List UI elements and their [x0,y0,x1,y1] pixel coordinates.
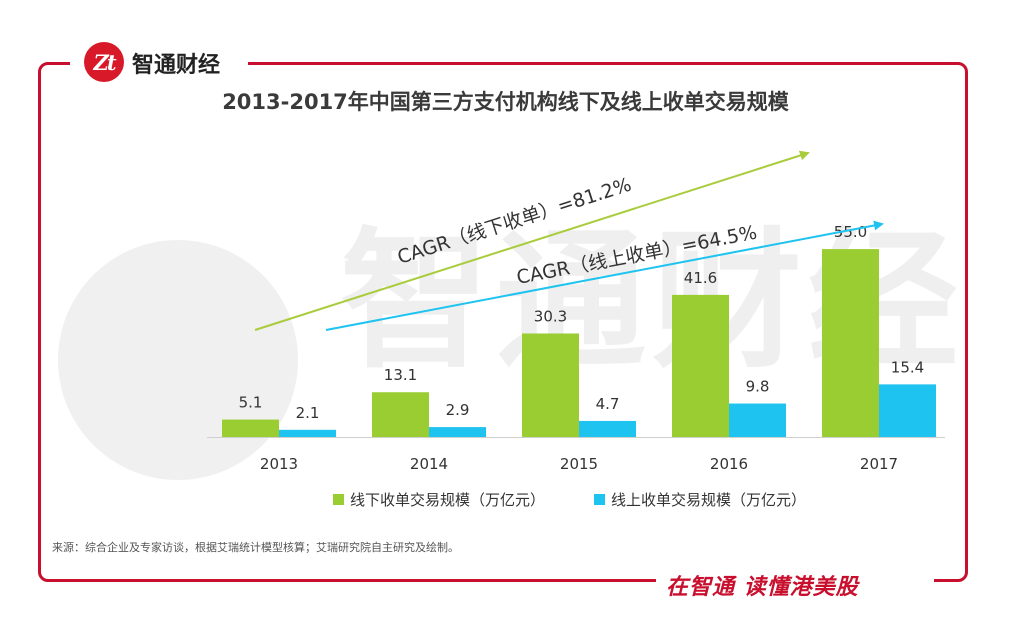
cagr-offline-arrow [254,150,810,331]
legend-offline: 线下收单交易规模（万亿元） [333,489,545,510]
data-label-online-2013: 2.1 [296,404,320,422]
data-label-online-2016: 9.8 [746,378,770,396]
x-tick-label-2015: 2015 [560,455,598,473]
cagr-online-arrow [325,220,884,331]
slogan: 在智通 读懂港美股 [666,575,859,600]
data-label-online-2015: 4.7 [596,395,620,413]
chart-title: 2013-2017年中国第三方支付机构线下及线上收单交易规模 [222,90,789,114]
slogan-area [656,566,934,600]
bar-online-2013 [279,429,336,437]
data-label-online-2017: 15.4 [891,358,924,376]
x-tick-label-2013: 2013 [260,455,298,473]
legend-online: 线上收单交易规模（万亿元） [594,489,806,510]
x-tick-label-2016: 2016 [710,455,748,473]
bar-online-2017 [879,384,936,437]
bar-offline-2017 [822,249,879,437]
data-label-offline-2016: 41.6 [684,269,717,287]
chart-frame [38,62,968,582]
data-label-offline-2013: 5.1 [239,394,263,412]
legend-offline-label: 线下收单交易规模（万亿元） [350,491,546,509]
data-label-online-2014: 2.9 [446,401,470,419]
bar-offline-2015 [522,333,579,437]
brand-name: 智通财经 [132,53,221,78]
source-note: 来源：综合企业及专家访谈，根据艾瑞统计模型核算；艾瑞研究院自主研究及绘制。 [52,541,459,554]
bar-online-2015 [579,420,636,437]
data-label-offline-2015: 30.3 [534,307,567,325]
bar-offline-2016 [672,294,729,437]
bar-online-2014 [429,427,486,437]
bar-online-2016 [729,403,786,437]
watermark-logo [58,240,298,480]
x-tick-label-2014: 2014 [410,455,448,473]
legend-offline-swatch [333,494,344,505]
bar-offline-2014 [372,392,429,437]
legend-online-label: 线上收单交易规模（万亿元） [611,491,807,509]
data-label-offline-2014: 13.1 [384,366,417,384]
bar-offline-2013 [222,419,279,437]
legend-online-swatch [594,494,605,505]
brand-logo-icon: Zt [84,42,124,82]
x-tick-label-2017: 2017 [860,455,898,473]
